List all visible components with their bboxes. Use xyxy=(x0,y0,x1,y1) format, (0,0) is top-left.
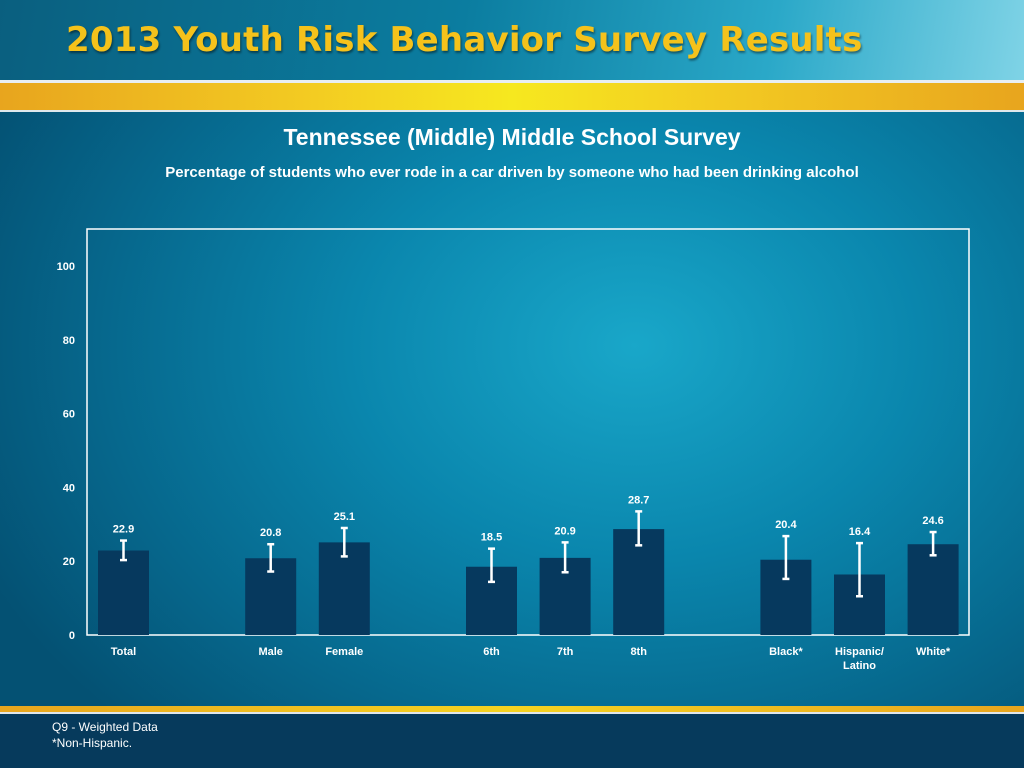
y-axis: 0 20 40 60 80 100 xyxy=(57,261,75,642)
x-tick-label: 8th xyxy=(630,646,647,658)
error-bar xyxy=(929,530,937,557)
data-label: 16.4 xyxy=(849,526,871,538)
y-tick-label: 0 xyxy=(69,630,75,642)
x-tick-label: 6th xyxy=(483,646,500,658)
x-tick-label: Male xyxy=(258,646,282,658)
data-label: 20.9 xyxy=(554,525,575,537)
error-bar xyxy=(340,526,348,558)
y-tick-label: 40 xyxy=(63,482,75,494)
x-tick-label: Hispanic/Latino xyxy=(835,646,884,672)
footer-divider xyxy=(0,712,1024,714)
data-label: 28.7 xyxy=(628,494,649,506)
error-bar xyxy=(561,541,569,574)
footnote-weighted: Q9 - Weighted Data xyxy=(52,720,158,734)
bar-series: 22.9 20.8 25.1 18.5 20.9 28.7 20.4 16.4 24.6 xyxy=(98,494,959,635)
y-tick-label: 20 xyxy=(63,556,75,568)
data-label: 20.4 xyxy=(775,519,797,531)
x-tick-label: 7th xyxy=(557,646,574,658)
error-bar xyxy=(267,542,275,573)
bar xyxy=(907,544,959,635)
bar xyxy=(613,529,665,635)
y-tick-label: 100 xyxy=(57,261,75,273)
x-tick-label: Black* xyxy=(769,646,803,658)
y-tick-label: 60 xyxy=(63,409,75,421)
error-bar xyxy=(488,547,495,584)
page-title: 2013 Youth Risk Behavior Survey Results xyxy=(66,20,863,60)
x-axis: Total Male Female 6th 7th 8th Black* Hispanic/L… xyxy=(111,646,951,672)
data-label: 22.9 xyxy=(113,524,134,536)
bar-chart: 0 20 40 60 80 100 22.9 20.8 25.1 18.5 20.9 28.7 20.… xyxy=(57,228,970,672)
bar xyxy=(318,542,370,635)
data-label: 20.8 xyxy=(260,527,281,539)
bar xyxy=(98,550,149,635)
x-tick-label: Total xyxy=(111,646,136,658)
error-bar xyxy=(635,510,643,547)
header-gold-stripe xyxy=(0,83,1024,110)
data-label: 25.1 xyxy=(334,511,355,523)
data-label: 24.6 xyxy=(922,515,943,527)
footer-bar: Q9 - Weighted Data *Non-Hispanic. xyxy=(0,714,1024,768)
plot-area xyxy=(86,228,970,636)
header-divider xyxy=(0,80,1024,83)
x-tick-label: Female xyxy=(325,646,363,658)
x-tick-label: White* xyxy=(916,646,951,658)
header-divider-lower xyxy=(0,110,1024,112)
error-bar xyxy=(120,539,127,562)
chart-subtitle: Percentage of students who ever rode in … xyxy=(165,164,859,181)
data-label: 18.5 xyxy=(481,532,502,544)
footer-gold-stripe xyxy=(0,706,1024,712)
y-tick-label: 80 xyxy=(63,335,75,347)
error-bar xyxy=(782,534,790,581)
error-bar xyxy=(856,541,863,598)
footnote-nonhispanic: *Non-Hispanic. xyxy=(52,736,133,750)
chart-title: Tennessee (Middle) Middle School Survey xyxy=(283,124,741,150)
header-banner: 2013 Youth Risk Behavior Survey Results xyxy=(0,0,1024,80)
